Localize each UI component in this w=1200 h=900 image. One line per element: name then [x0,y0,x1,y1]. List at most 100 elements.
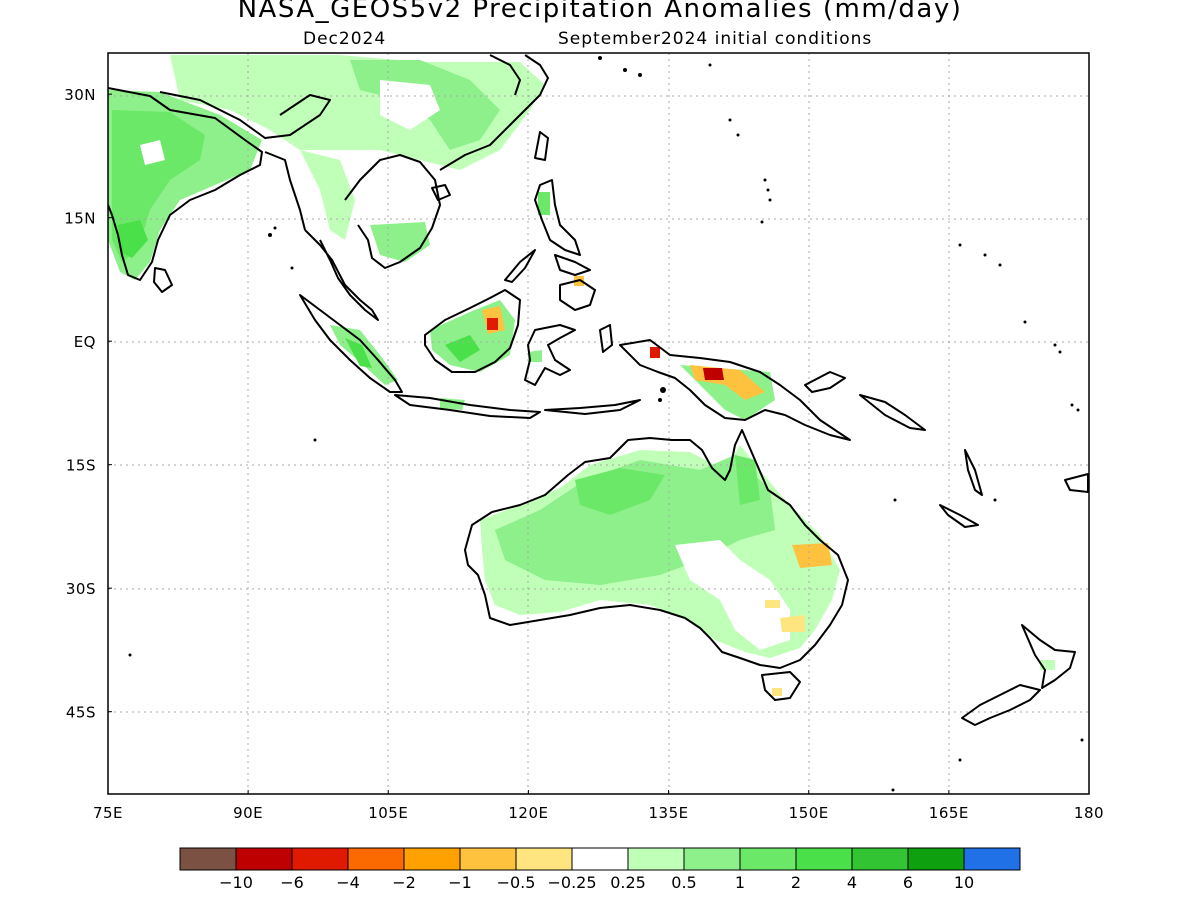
x-tick-label: 165E [929,804,969,822]
chart-title: NASA_GEOS5v2 Precipitation Anomalies (mm… [237,0,963,24]
colorbar-label: −4 [336,873,360,892]
anomaly-cape-york [735,455,760,505]
coast-mindanao [559,279,596,311]
coast-nz-south [961,684,1041,726]
colorbar-swatch [515,847,573,871]
coast-solomons [859,394,926,431]
colorbar-swatch [851,847,909,871]
coast-mainland-sea [304,229,379,321]
colorbar-swatch [179,847,237,871]
colorbar-swatch [963,847,1021,871]
coast-india [108,87,263,281]
coast-maluku [599,324,613,353]
anomaly-philippines [538,192,550,215]
colorbar-swatch [683,847,741,871]
coast-new-britain [804,371,846,393]
anomaly-sulawesi [528,350,542,362]
x-axis-ticks: 75E 90E 105E 120E 135E 150E 165E 180 [93,790,1104,822]
anomaly-nsw-dry-2 [765,600,780,608]
colorbar-label: −1 [448,873,472,892]
colorbar-label: −6 [280,873,304,892]
coast-vanuatu [964,449,983,496]
colorbar-swatch [739,847,797,871]
coast-fiji [1064,473,1089,493]
y-tick-label: 30N [64,86,96,104]
anomaly-tasmania [772,688,782,696]
anomaly-borneo [430,300,515,372]
colorbar-swatch [347,847,405,871]
coast-taiwan [534,131,549,161]
y-tick-label: 30S [66,580,96,598]
colorbar: −10 −6 −4 −2 −1 −0.5 −0.25 0.25 0.5 1 2 4 6 10 [179,847,1021,892]
x-tick-label: 135E [649,804,689,822]
colorbar-label: 4 [847,873,857,892]
colorbar-label: 0.25 [610,873,646,892]
y-tick-label: 15N [64,210,96,228]
anomaly-borneo-dry-core [487,318,498,330]
y-axis-ticks: 30N 15N EQ 15S 30S 45S [64,86,112,722]
anomaly-myanmar [300,150,355,240]
anomaly-borneo-core [445,335,480,362]
colorbar-label: 10 [954,873,974,892]
coast-new-caledonia [939,504,979,528]
coast-china [439,54,549,171]
anomaly-nsw-dry [780,615,805,632]
coastlines [108,54,1089,726]
coast-tasmania [761,671,801,701]
initial-conditions: September2024 initial conditions [558,29,873,49]
colorbar-swatch [235,847,293,871]
coast-himalaya [159,91,331,139]
anomaly-south-china-hole [380,80,440,130]
anomaly-australia-hole [675,540,790,650]
coast-borneo [424,289,521,373]
colorbar-label: −0.25 [547,873,596,892]
y-tick-label: EQ [74,333,96,351]
colorbar-label: −2 [392,873,416,892]
coast-java [394,394,541,419]
colorbar-swatch [795,847,853,871]
coast-nz-north [1021,624,1076,689]
coast-lesser-sunda [544,399,641,415]
y-tick-label: 15S [66,457,96,475]
colorbar-swatch [627,847,685,871]
coast-new-guinea [619,339,851,441]
anomaly-bird-head [650,347,660,358]
coast-sulawesi [524,324,576,386]
anomaly-shading [108,55,1055,696]
x-tick-label: 180 [1074,804,1104,822]
coast-sri-lanka [153,267,173,293]
colorbar-label: 6 [903,873,913,892]
colorbar-swatch [907,847,965,871]
colorbar-swatch [403,847,461,871]
anomaly-india-core [118,220,148,258]
anomaly-india-gap [140,140,165,165]
x-tick-label: 75E [93,804,123,822]
coast-palawan [504,249,536,283]
x-tick-label: 90E [233,804,263,822]
y-tick-label: 45S [66,704,96,722]
anomaly-queensland-dry [792,543,832,568]
colorbar-swatch [291,847,349,871]
colorbar-swatch [571,847,629,871]
colorbar-label: 2 [791,873,801,892]
coast-china-north [489,54,521,96]
coast-sumatra [299,294,403,393]
x-tick-label: 105E [368,804,408,822]
colorbar-label: 0.5 [671,873,696,892]
colorbar-label: −0.5 [497,873,536,892]
anomaly-australia-core [575,468,665,515]
forecast-month: Dec2024 [303,29,387,49]
x-tick-label: 150E [789,804,829,822]
coast-australia [464,429,849,669]
gridlines [108,53,1089,794]
anomaly-new-guinea-core [703,368,724,380]
plot-frame [107,52,1090,795]
colorbar-label: −10 [219,873,253,892]
colorbar-label: 1 [735,873,745,892]
anomaly-sumatra-core [345,338,372,368]
colorbar-swatch [459,847,517,871]
coast-indochina [344,154,441,269]
coast-bay-bengal [264,151,306,231]
x-tick-label: 120E [508,804,548,822]
small-islands [128,56,1084,792]
